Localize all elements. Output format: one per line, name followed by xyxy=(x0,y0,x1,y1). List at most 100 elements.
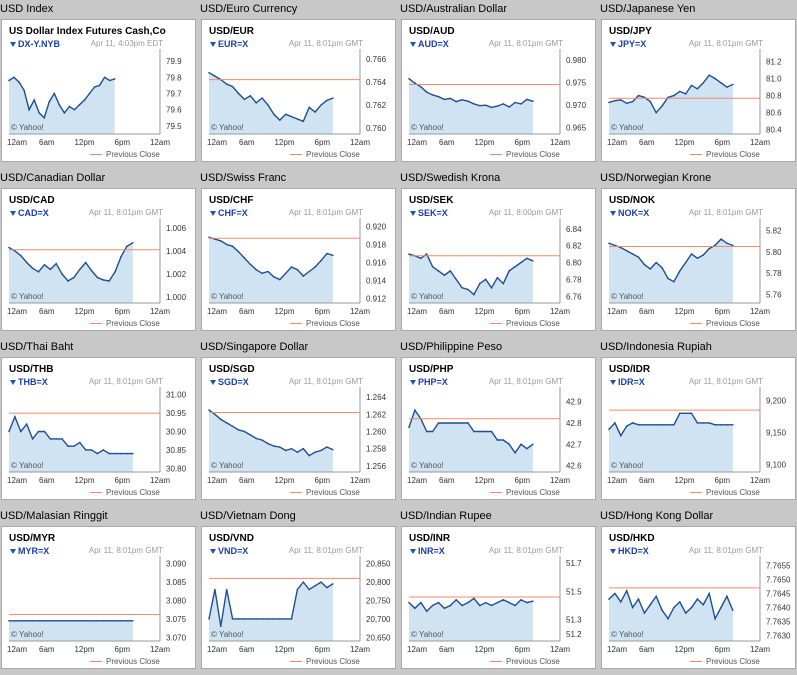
area-fill xyxy=(409,254,533,303)
data-point xyxy=(502,439,505,441)
data-point xyxy=(290,618,293,620)
symbol-link[interactable]: PHP=X xyxy=(410,377,448,387)
symbol-link[interactable]: CHF=X xyxy=(210,208,248,218)
symbol-link[interactable]: VND=X xyxy=(210,546,248,556)
chart-header-title[interactable]: USD/Malasian Ringgit xyxy=(0,510,108,522)
series-line xyxy=(408,597,533,613)
symbol-link[interactable]: INR=X xyxy=(410,546,445,556)
data-point xyxy=(631,422,634,424)
data-point xyxy=(114,452,116,455)
symbol-text: INR=X xyxy=(418,546,445,556)
symbol-link[interactable]: CAD=X xyxy=(10,208,49,218)
chart-cell: USD/Hong Kong Dollar USD/HKD HKD=X Apr 11, … xyxy=(600,507,797,675)
chart-header-title[interactable]: USD/Indonesia Rupiah xyxy=(600,341,712,353)
chart-header-title[interactable]: USD/Norwegian Krone xyxy=(600,172,712,184)
previous-close-legend: Previous Close xyxy=(90,488,160,497)
chart-header-title[interactable]: USD/Swedish Krona xyxy=(400,172,501,184)
y-tick-label: 1.258 xyxy=(366,445,387,454)
data-point xyxy=(702,422,705,424)
symbol-link[interactable]: NOK=X xyxy=(610,208,649,218)
data-point xyxy=(290,266,293,268)
symbol-link[interactable]: HKD=X xyxy=(610,546,649,556)
data-point xyxy=(496,601,499,604)
previous-close-label: Previous Close xyxy=(106,150,160,159)
data-point xyxy=(643,263,646,266)
chart-header-title[interactable]: USD/Swiss Franc xyxy=(200,172,287,184)
data-point xyxy=(526,447,528,450)
chart-header-title[interactable]: USD/Philippine Peso xyxy=(400,341,503,353)
symbol-text: VND=X xyxy=(218,546,249,556)
chart-header-title[interactable]: USD/Singapore Dollar xyxy=(200,341,309,353)
data-point xyxy=(284,449,287,452)
symbol-text: DX-Y.NYB xyxy=(18,39,61,49)
area-fill xyxy=(209,72,333,134)
x-tick-label: 12pm xyxy=(74,307,94,316)
data-point xyxy=(532,100,534,102)
data-point xyxy=(720,82,722,84)
data-point xyxy=(79,441,81,444)
x-tick-label: 6am xyxy=(239,307,255,316)
symbol-text: CHF=X xyxy=(218,208,248,218)
symbol-link[interactable]: MYR=X xyxy=(10,546,49,556)
previous-close-swatch xyxy=(90,323,102,325)
area-fill xyxy=(9,77,115,134)
pair-title: USD/HKD xyxy=(609,533,655,544)
chart-header-title[interactable]: USD/Vietnam Dong xyxy=(200,510,296,522)
data-point xyxy=(243,98,246,101)
data-point xyxy=(455,100,457,103)
data-point xyxy=(414,82,416,84)
data-point xyxy=(231,85,234,88)
data-point xyxy=(490,287,493,289)
chart-header-title[interactable]: USD/Indian Rupee xyxy=(400,510,492,522)
data-point xyxy=(249,434,252,436)
data-point xyxy=(93,86,96,88)
x-tick-label: 6am xyxy=(639,307,655,316)
data-point xyxy=(208,409,210,411)
data-point xyxy=(732,83,734,86)
chart-header-title[interactable]: USD/Hong Kong Dollar xyxy=(600,510,714,522)
chart-header-title[interactable]: USD/Thai Baht xyxy=(0,341,74,353)
chart-header-title[interactable]: USD/Canadian Dollar xyxy=(0,172,106,184)
data-point xyxy=(449,604,452,607)
symbol-link[interactable]: IDR=X xyxy=(610,377,645,387)
symbol-link[interactable]: AUD=X xyxy=(410,39,449,49)
chart-header-title[interactable]: USD/Japanese Yen xyxy=(600,3,696,15)
data-point xyxy=(461,604,463,607)
data-point xyxy=(614,592,616,595)
data-point xyxy=(37,271,40,273)
x-tick-label: 6pm xyxy=(715,307,731,316)
chart-header-title[interactable]: USD/Euro Currency xyxy=(200,3,298,15)
symbol-link[interactable]: SEK=X xyxy=(410,208,448,218)
symbol-link[interactable]: EUR=X xyxy=(210,39,248,49)
data-point xyxy=(83,99,86,101)
dropdown-arrow-icon xyxy=(610,211,616,217)
data-point xyxy=(20,254,22,257)
data-point xyxy=(302,581,305,583)
y-tick-label: 7.7635 xyxy=(766,617,791,626)
previous-close-label: Previous Close xyxy=(706,319,760,328)
data-point xyxy=(220,240,222,242)
x-tick-label: 6am xyxy=(439,476,455,485)
yahoo-watermark: © Yahoo! xyxy=(411,292,444,301)
symbol-link[interactable]: JPY=X xyxy=(610,39,646,49)
symbol-link[interactable]: SGD=X xyxy=(210,377,249,387)
chart-header-title[interactable]: USD Index xyxy=(0,3,54,15)
series-line xyxy=(208,409,334,457)
chart-cell: USD/Malasian Ringgit USD/MYR MYR=X Apr 11, … xyxy=(0,507,199,675)
symbol-link[interactable]: THB=X xyxy=(10,377,48,387)
y-tick-label: 1.004 xyxy=(166,247,187,256)
symbol-link[interactable]: DX-Y.NYB xyxy=(10,39,60,49)
pair-title: USD/PHP xyxy=(409,364,454,375)
previous-close-swatch xyxy=(90,154,102,156)
data-point xyxy=(696,598,699,600)
previous-close-label: Previous Close xyxy=(506,488,560,497)
y-tick-label: 0.760 xyxy=(366,124,387,133)
x-tick-label: 12pm xyxy=(74,138,94,147)
y-tick-label: 1.000 xyxy=(166,293,187,302)
y-tick-label: 0.980 xyxy=(566,56,587,65)
data-point xyxy=(637,424,640,426)
chart-header-title[interactable]: USD/Australian Dollar xyxy=(400,3,507,15)
dropdown-arrow-icon xyxy=(10,549,16,555)
data-point xyxy=(620,99,622,101)
data-point xyxy=(220,625,222,628)
